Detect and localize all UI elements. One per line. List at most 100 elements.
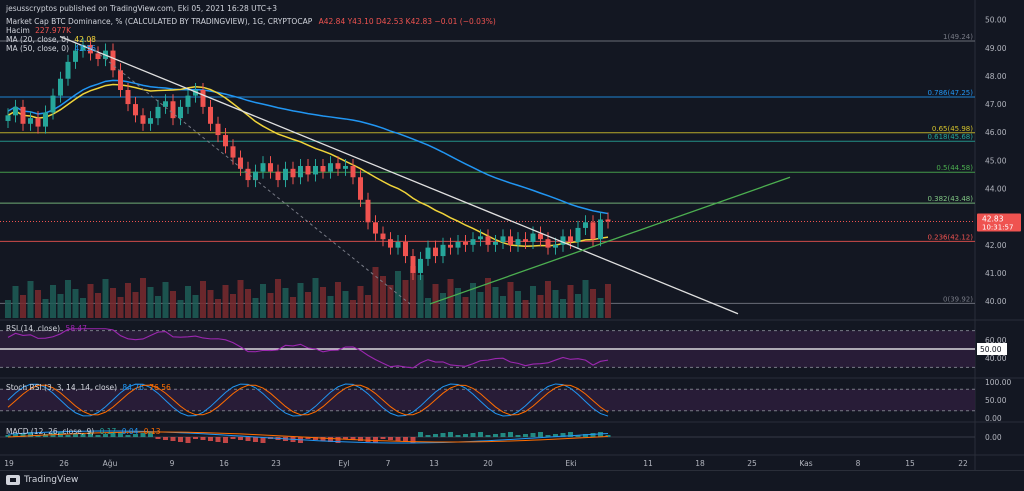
volume-legend[interactable]: Hacim 227.977K bbox=[6, 26, 71, 35]
candle-body bbox=[253, 171, 258, 181]
time-axis-label: Eyl bbox=[338, 459, 349, 468]
macd-histogram-bar bbox=[95, 435, 101, 437]
volume-bar bbox=[207, 290, 214, 318]
macd-histogram-bar bbox=[110, 433, 116, 437]
macd-histogram-bar bbox=[485, 435, 491, 437]
time-axis-label: 9 bbox=[170, 459, 175, 468]
macd-histogram-bar bbox=[365, 437, 371, 442]
macd-histogram-bar bbox=[590, 433, 596, 437]
time-axis-label: 25 bbox=[747, 459, 757, 468]
ma20-legend[interactable]: MA (20, close, 0) 42.08 bbox=[6, 35, 96, 44]
candle-body bbox=[463, 242, 468, 245]
candle-body bbox=[515, 239, 521, 245]
ma50-legend[interactable]: MA (50, close, 0) 42.56 bbox=[6, 44, 96, 53]
candle-body bbox=[538, 233, 543, 240]
rsi-legend[interactable]: RSI (14, close) 58.47 bbox=[6, 324, 87, 333]
macd-histogram-bar bbox=[170, 437, 176, 441]
candle-body bbox=[470, 239, 476, 245]
volume-bar bbox=[582, 280, 589, 318]
volume-bar bbox=[320, 287, 326, 318]
macd-histogram-bar bbox=[80, 433, 86, 437]
macd-histogram-bar bbox=[605, 435, 611, 437]
fib-level-label: 0.618(45.68) bbox=[927, 133, 973, 141]
fib-level-label: 0.5(44.58) bbox=[936, 164, 973, 172]
time-axis-label: 13 bbox=[429, 459, 439, 468]
volume-bar bbox=[417, 275, 424, 318]
candle-body bbox=[238, 157, 243, 169]
macd-label: MACD (12, 26, close, 9) bbox=[6, 427, 95, 436]
ma20-label: MA (20, close, 0) bbox=[6, 35, 70, 44]
volume-bar bbox=[537, 295, 544, 318]
macd-value-2: 0.04 bbox=[121, 427, 139, 436]
volume-bar bbox=[162, 282, 169, 318]
volume-bar bbox=[267, 293, 274, 318]
volume-bar bbox=[500, 296, 506, 318]
volume-bar bbox=[357, 286, 364, 318]
ma50-value: 42.56 bbox=[74, 44, 96, 53]
candle-body bbox=[350, 166, 356, 178]
candle-body bbox=[178, 106, 183, 119]
macd-histogram-bar bbox=[598, 432, 603, 437]
macd-histogram-bar bbox=[230, 437, 236, 439]
volume-bar bbox=[170, 291, 176, 318]
candle-body bbox=[433, 247, 438, 257]
volume-bar bbox=[20, 295, 26, 318]
tradingview-logo-icon bbox=[6, 475, 20, 485]
volume-bar bbox=[605, 284, 611, 318]
candle-body bbox=[478, 236, 483, 240]
candle-body bbox=[418, 258, 423, 273]
volume-bar bbox=[80, 298, 86, 318]
volume-bar bbox=[462, 297, 469, 318]
time-axis-label: 15 bbox=[905, 459, 915, 468]
candle-body bbox=[403, 242, 408, 257]
volume-bar bbox=[12, 286, 19, 318]
volume-bar bbox=[27, 281, 34, 318]
volume-bar bbox=[507, 282, 514, 318]
volume-bar bbox=[95, 293, 101, 318]
price-tick-label: 50.00 bbox=[985, 16, 1007, 25]
volume-bar bbox=[560, 299, 566, 318]
candle-body bbox=[455, 242, 461, 248]
volume-bar bbox=[102, 279, 109, 318]
tradingview-logo[interactable]: TradingView bbox=[6, 475, 78, 485]
macd-histogram-bar bbox=[418, 432, 423, 437]
macd-histogram-bar bbox=[545, 435, 551, 437]
volume-bar bbox=[65, 280, 71, 318]
volume-bar bbox=[57, 294, 64, 318]
ma50-label: MA (50, close, 0) bbox=[6, 44, 70, 53]
candle-body bbox=[118, 70, 123, 90]
symbol-legend[interactable]: Market Cap BTC Dominance, % (CALCULATED … bbox=[6, 17, 496, 26]
candle-body bbox=[80, 44, 86, 51]
macd-histogram-bar bbox=[305, 437, 311, 439]
candle-body bbox=[58, 78, 63, 96]
volume-value: 227.977K bbox=[35, 26, 72, 35]
volume-bar bbox=[230, 294, 236, 318]
price-tick-label: 45.00 bbox=[985, 156, 1007, 165]
price-tick-label: 40.00 bbox=[985, 297, 1007, 306]
macd-histogram-bar bbox=[500, 433, 506, 437]
stoch-legend[interactable]: Stoch RSI (3, 3, 14, 14, close) 84.76 76… bbox=[6, 383, 171, 392]
macd-value-1: 0.17 bbox=[99, 427, 117, 436]
volume-label: Hacim bbox=[6, 26, 30, 35]
volume-bar bbox=[402, 280, 409, 318]
volume-bar bbox=[380, 276, 386, 318]
candle-body bbox=[20, 106, 26, 124]
macd-axis-label: 0.00 bbox=[985, 433, 1002, 442]
candle-body bbox=[358, 177, 363, 200]
macd-histogram-bar bbox=[88, 432, 93, 437]
volume-bar bbox=[132, 292, 139, 318]
volume-bar bbox=[282, 288, 289, 318]
rsi-line bbox=[7, 328, 609, 369]
stoch-d-value: 76.56 bbox=[149, 383, 171, 392]
current-price-tag bbox=[977, 213, 1021, 232]
macd-histogram-bar bbox=[388, 437, 393, 440]
macd-histogram-bar bbox=[13, 434, 18, 437]
macd-histogram-bar bbox=[65, 435, 71, 437]
volume-bar bbox=[72, 289, 79, 318]
fib-level-label: 0.236(42.12) bbox=[927, 233, 973, 241]
macd-legend[interactable]: MACD (12, 26, close, 9) 0.17 0.04 0.13 bbox=[6, 427, 160, 436]
volume-bar bbox=[215, 299, 221, 318]
candle-body bbox=[493, 242, 498, 245]
volume-bar bbox=[200, 281, 206, 318]
